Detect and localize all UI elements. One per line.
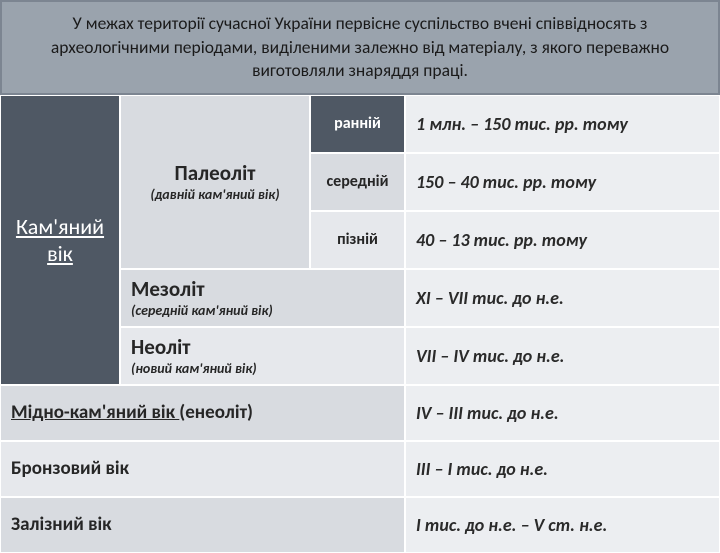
phase-early-label: ранній: [310, 95, 405, 153]
mesolithic-value: XI – VII тис. до н.e.: [405, 269, 720, 327]
eneolithic-label-u: Мідно-кам'яний вік: [11, 401, 179, 424]
neolithic-note: (новий кам'яний вік): [131, 360, 394, 377]
iron-value: I тис. до н.e. – V ст. н.e.: [405, 497, 720, 553]
intro-header: У межах території сучасної України перві…: [0, 0, 720, 95]
eneolithic-label-rest: (енеоліт): [179, 401, 253, 424]
paleolithic-cell: Палеоліт (давній кам'яний вік): [120, 95, 310, 269]
mesolithic-cell: Мезоліт (середній кам'яний вік): [120, 269, 405, 327]
stone-age-label-2: вік: [47, 240, 73, 267]
stone-age-label-1: Кам'яний: [16, 213, 104, 240]
mesolithic-title: Мезоліт: [131, 276, 394, 302]
phase-early-value: 1 млн. – 150 тис. рр. тому: [405, 95, 720, 153]
iron-cell: Залізний вік: [0, 497, 405, 553]
paleolithic-note: (давній кам'яний вік): [150, 186, 279, 203]
bronze-label: Бронзовий вік: [11, 457, 394, 480]
phase-early-text: ранній: [334, 114, 381, 133]
phase-late-label: пізній: [310, 211, 405, 269]
eneolithic-value: IV – III тис. до н.e.: [405, 385, 720, 441]
neolithic-cell: Неоліт (новий кам'яний вік): [120, 327, 405, 385]
phase-middle-label: середній: [310, 153, 405, 211]
bronze-value: III – I тис. до н.e.: [405, 441, 720, 497]
neolithic-title: Неоліт: [131, 334, 394, 360]
mesolithic-note: (середній кам'яний вік): [131, 302, 394, 319]
phase-late-text: пізній: [337, 230, 378, 249]
periods-table: Кам'яний вік Палеоліт (давній кам'яний в…: [0, 95, 720, 553]
phase-middle-value: 150 – 40 тис. рр. тому: [405, 153, 720, 211]
paleolithic-title: Палеоліт: [175, 160, 256, 186]
bronze-cell: Бронзовий вік: [0, 441, 405, 497]
iron-label: Залізний вік: [11, 513, 394, 536]
neolithic-value: VII – IV тис. до н.e.: [405, 327, 720, 385]
eneolithic-cell: Мідно-кам'яний вік (енеоліт): [0, 385, 405, 441]
stone-age-cell: Кам'яний вік: [0, 95, 120, 385]
phase-middle-text: середній: [326, 172, 388, 191]
phase-late-value: 40 – 13 тис. рр. тому: [405, 211, 720, 269]
